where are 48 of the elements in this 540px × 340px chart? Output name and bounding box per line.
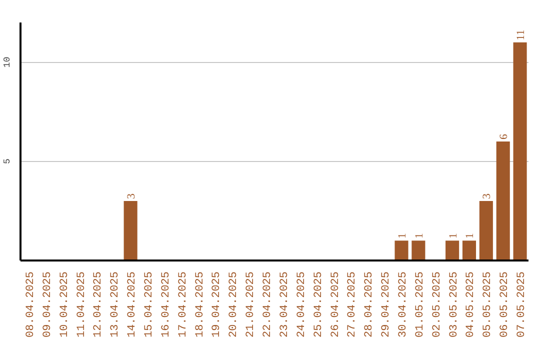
data-label: 1	[396, 233, 408, 239]
x-tick-label: 02.05.2025	[431, 271, 444, 338]
bar	[412, 240, 426, 260]
x-tick-label: 21.04.2025	[245, 271, 258, 338]
x-tick-label: 05.05.2025	[482, 271, 494, 338]
bar	[394, 240, 408, 260]
y-tick-label: 5	[2, 158, 12, 164]
x-tick-label: 11.04.2025	[76, 271, 88, 338]
x-tick-label: 01.05.2025	[414, 271, 426, 338]
x-tick-label: 25.04.2025	[312, 271, 325, 338]
data-label: 3	[126, 193, 138, 199]
x-tick-label: 18.04.2025	[194, 271, 206, 338]
data-label: 6	[498, 134, 510, 140]
y-tick-label: 10	[2, 56, 12, 68]
data-label: 1	[413, 233, 426, 239]
bar	[446, 240, 460, 260]
x-tick-label: 09.04.2025	[42, 271, 54, 338]
x-tick-label: 26.04.2025	[330, 271, 342, 338]
x-tick-label: 17.04.2025	[177, 271, 190, 338]
x-tick-label: 30.04.2025	[398, 271, 410, 338]
bar	[479, 201, 493, 260]
x-tick-label: 29.04.2025	[380, 271, 393, 338]
x-tick-label: 24.04.2025	[296, 271, 308, 338]
x-tick-label: 03.05.2025	[448, 271, 460, 338]
x-tick-label: 08.04.2025	[24, 271, 37, 338]
data-label: 1	[447, 233, 460, 239]
bar	[496, 142, 510, 260]
bar	[462, 240, 476, 260]
x-tick-label: 10.04.2025	[58, 271, 71, 338]
data-label: 11	[515, 30, 528, 40]
x-tick-label: 19.04.2025	[211, 271, 224, 338]
x-tick-label: 16.04.2025	[160, 271, 172, 338]
x-tick-label: 28.04.2025	[364, 271, 376, 338]
x-tick-label: 04.05.2025	[465, 271, 478, 338]
x-tick-label: 06.05.2025	[499, 271, 512, 338]
x-tick-label: 14.04.2025	[126, 271, 139, 338]
x-tick-label: 27.04.2025	[346, 271, 359, 338]
x-tick-label: 13.04.2025	[110, 271, 122, 338]
x-tick-label: 15.04.2025	[144, 271, 156, 338]
x-tick-label: 07.05.2025	[516, 271, 528, 338]
data-label: 3	[481, 193, 494, 199]
data-label: 1	[464, 233, 476, 239]
x-tick-label: 23.04.2025	[278, 271, 291, 338]
x-tick-label: 12.04.2025	[92, 271, 105, 338]
x-tick-label: 22.04.2025	[262, 271, 274, 338]
bar	[513, 42, 527, 260]
x-tick-label: 20.04.2025	[228, 271, 240, 338]
bar	[124, 201, 138, 260]
